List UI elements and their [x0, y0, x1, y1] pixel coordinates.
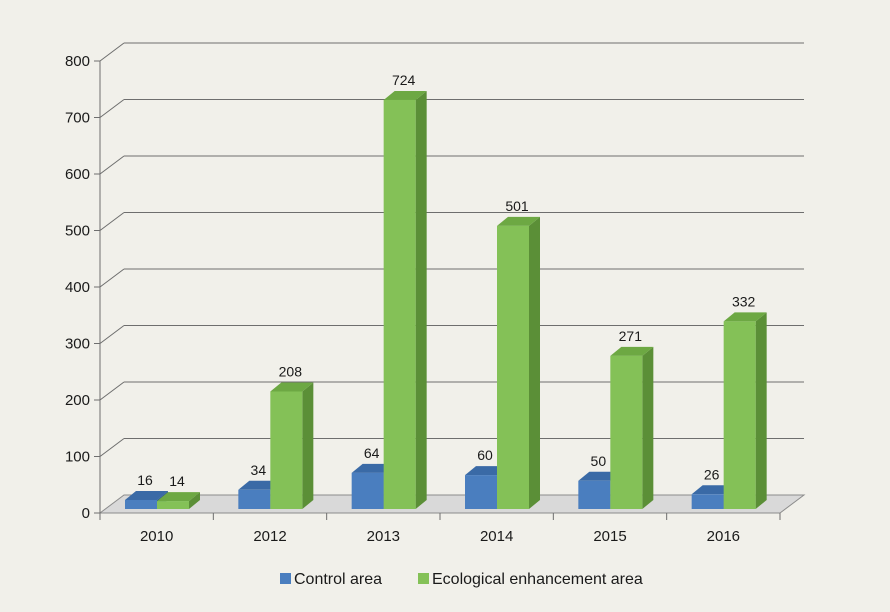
legend-label-control-area: Control area [294, 571, 382, 588]
y-tick-label: 200 [65, 392, 90, 409]
bar-front [691, 494, 724, 509]
bar-front [125, 499, 157, 509]
bar-front [497, 225, 529, 509]
bar-front [723, 321, 756, 509]
legend-swatch-ecological-enhancement-area [418, 573, 429, 584]
bar-top [610, 346, 654, 356]
bar-front [351, 472, 384, 509]
legend-label-ecological-enhancement-area: Ecological enhancement area [432, 571, 643, 588]
data-label: 26 [704, 466, 720, 482]
data-label: 34 [251, 462, 267, 478]
x-tick-label: 2015 [593, 528, 626, 545]
y-tick-label: 600 [65, 166, 90, 183]
bar-front [465, 475, 497, 509]
bar-side [755, 312, 767, 509]
data-label: 14 [169, 473, 185, 489]
bar [610, 346, 654, 509]
x-tick-label: 2014 [480, 528, 513, 545]
x-axis-ticks: 2010 2012 2013 2014 2015 2016 [99, 513, 781, 545]
y-tick-label: 400 [65, 279, 90, 296]
gridline-side [99, 155, 125, 175]
y-tick-label: 100 [65, 449, 90, 466]
y-tick-label: 300 [65, 336, 90, 353]
bar [270, 382, 314, 509]
x-tick-label: 2012 [253, 528, 286, 545]
data-label: 271 [619, 328, 643, 344]
y-tick-label: 0 [82, 505, 90, 522]
data-label: 60 [477, 447, 493, 463]
gridline-side [99, 99, 125, 118]
bar-top [270, 382, 314, 392]
y-tick-label: 800 [65, 53, 90, 70]
bar-side [189, 492, 200, 509]
bar [723, 312, 767, 509]
y-tick-label: 700 [65, 110, 90, 127]
gridline-side [99, 42, 125, 62]
y-axis-ticks: 0 100 200 300 400 500 600 700 800 [65, 53, 101, 522]
bars [125, 90, 767, 509]
data-label: 64 [364, 445, 380, 461]
bar [497, 216, 540, 509]
gridlines [99, 42, 804, 457]
bar-front [157, 501, 189, 509]
bar-side [302, 382, 314, 509]
bar-top [125, 490, 168, 500]
x-tick-label: 2010 [140, 528, 173, 545]
y-tick-label: 500 [65, 223, 90, 240]
gridline-side [99, 325, 125, 344]
data-label: 208 [279, 363, 303, 379]
bar-top [723, 312, 767, 322]
data-labels: 16 34 64 60 50 26 14 208 724 501 271 332 [137, 72, 755, 489]
bar-side [415, 90, 427, 509]
data-label: 16 [137, 472, 153, 488]
gridline-side [99, 438, 125, 457]
legend: Control area Ecological enhancement area [280, 571, 643, 588]
bar-front [270, 391, 303, 509]
bar-front [383, 99, 416, 509]
bar-front [610, 355, 643, 509]
bar-side [642, 346, 654, 509]
data-label: 50 [591, 453, 607, 469]
bar [383, 90, 427, 509]
data-label: 724 [392, 72, 416, 88]
bar-front [238, 489, 271, 509]
gridline-side [99, 212, 125, 231]
bar-top [497, 216, 540, 226]
data-label: 332 [732, 293, 756, 309]
bar-top [157, 492, 200, 502]
x-tick-label: 2016 [707, 528, 740, 545]
legend-swatch-control-area [280, 573, 291, 584]
bar-front [578, 480, 611, 509]
data-label: 501 [505, 198, 529, 214]
bar-top [383, 90, 427, 100]
gridline-side [99, 268, 125, 288]
bar [157, 492, 200, 509]
bar-side [529, 216, 540, 509]
gridline-side [99, 381, 125, 401]
x-tick-label: 2013 [367, 528, 400, 545]
